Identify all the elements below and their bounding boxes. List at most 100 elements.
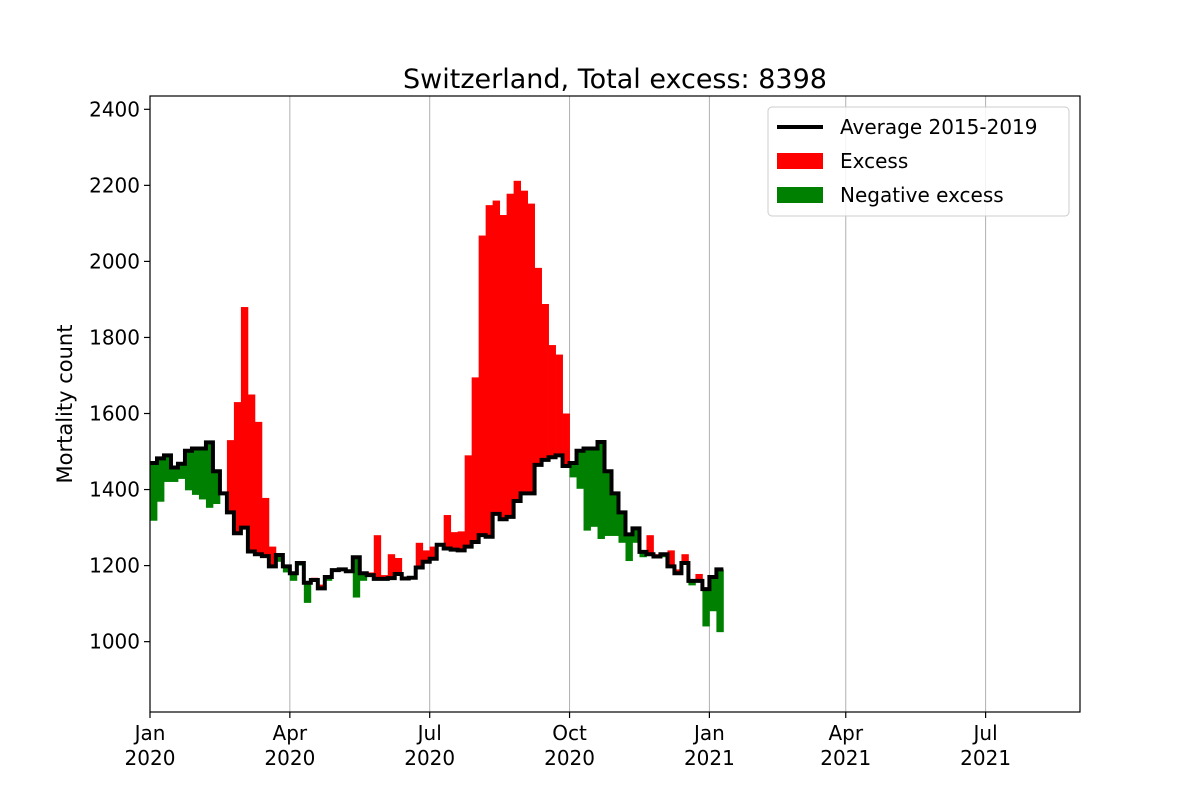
excess-bar [492, 200, 501, 514]
negative-excess-bar [639, 551, 647, 558]
x-tick-label-month: Jan [133, 721, 166, 745]
excess-bar [464, 455, 473, 547]
excess-bar [681, 554, 689, 563]
x-tick-label-month: Jul [416, 721, 442, 745]
legend-label: Excess [840, 149, 908, 173]
y-tick-label: 1400 [89, 478, 140, 502]
excess-bar [506, 193, 515, 517]
excess-bar [527, 203, 535, 494]
negative-excess-bar [163, 455, 172, 482]
negative-excess-bar [590, 448, 598, 527]
plot-frame [149, 95, 1081, 713]
y-axis-label: Mortality count [53, 325, 77, 484]
excess-bar [457, 531, 466, 551]
x-tick-label-month: Apr [273, 721, 308, 745]
y-tick-label: 2400 [89, 97, 140, 121]
y-tick-label: 1000 [89, 630, 140, 654]
excess-bar [548, 345, 556, 458]
x-tick-label-month: Apr [828, 721, 863, 745]
x-tick-label-month: Oct [552, 721, 587, 745]
y-tick-label: 1800 [89, 325, 140, 349]
negative-excess-bar [716, 569, 724, 633]
excess-bar [513, 180, 522, 501]
excess-bar [499, 215, 508, 520]
negative-excess-bar [303, 582, 312, 603]
excess-bar [450, 532, 459, 550]
excess-bar [373, 535, 382, 579]
excess-bar [247, 394, 256, 552]
negative-excess-bar [569, 462, 577, 478]
excess-bar [667, 550, 675, 567]
x-tick-label-year: 2021 [684, 746, 735, 770]
excess-bar [240, 307, 249, 528]
excess-bar [695, 573, 703, 581]
legend: Average 2015-2019 Excess Negative excess [767, 106, 1070, 217]
x-tick-label-year: 2020 [404, 746, 455, 770]
y-tick-label: 2200 [89, 173, 140, 197]
chart-title: Switzerland, Total excess: 8398 [403, 64, 827, 95]
excess-bar [555, 354, 563, 456]
excess-bar [422, 550, 431, 562]
negative-excess-bar [688, 580, 696, 586]
x-axis: Jan2020Apr2020Jul2020Oct2020Jan2021Apr20… [125, 712, 1011, 770]
excess-bar [646, 535, 654, 555]
negative-excess-bar [150, 462, 158, 521]
negative-excess-bar [702, 589, 710, 627]
excess-bar [268, 546, 277, 567]
legend-label: Negative excess [840, 183, 1004, 207]
excess-bar [520, 190, 528, 494]
excess-bar [429, 546, 438, 559]
excess-bar [478, 235, 487, 536]
excess-bar [254, 421, 263, 555]
excess-areas [150, 180, 724, 633]
negative-excess-bar [191, 448, 200, 495]
average-line [150, 440, 724, 592]
excess-bar [226, 440, 235, 513]
legend-patch-swatch [777, 153, 823, 169]
y-axis: 1000 1200 1400 1600 1800 2000 2200 2400 [89, 97, 150, 654]
excess-bar [261, 497, 270, 557]
negative-excess-bar [618, 512, 626, 543]
x-tick-label-year: 2021 [820, 746, 871, 770]
negative-excess-bar [625, 534, 633, 562]
negative-excess-bar [205, 442, 214, 508]
y-tick-label: 2000 [89, 249, 140, 273]
excess-bar [485, 205, 494, 537]
x-tick-label-month: Jan [692, 721, 725, 745]
excess-bar [534, 267, 542, 465]
excess-bar [394, 558, 403, 574]
excess-bar [415, 542, 424, 568]
legend-label: Average 2015-2019 [840, 115, 1038, 139]
negative-excess-bar [275, 554, 284, 562]
legend-patch-swatch [777, 187, 823, 203]
negative-excess-bar [212, 471, 221, 505]
excess-bar [541, 303, 549, 460]
x-tick-label-year: 2020 [125, 746, 176, 770]
negative-excess-bar [583, 448, 591, 531]
negative-excess-bar [352, 557, 361, 598]
y-tick-label: 1200 [89, 554, 140, 578]
negative-excess-bar [604, 471, 612, 536]
excess-bar [562, 413, 570, 466]
excess-bar [233, 402, 242, 534]
negative-excess-bar [709, 577, 717, 612]
excess-bar [443, 515, 452, 549]
x-tick-label-year: 2020 [544, 746, 595, 770]
negative-excess-bar [198, 448, 207, 500]
negative-excess-bar [156, 458, 165, 502]
negative-excess-bar [177, 463, 186, 479]
x-tick-label-month: Jul [972, 721, 998, 745]
negative-excess-bar [359, 573, 368, 581]
negative-excess-bar [170, 467, 179, 482]
excess-bar [387, 554, 396, 579]
negative-excess-bar [184, 450, 193, 491]
excess-bar [471, 377, 480, 543]
negative-excess-bar [289, 573, 298, 581]
x-tick-label-year: 2021 [960, 746, 1011, 770]
x-tick-label-year: 2020 [264, 746, 315, 770]
negative-excess-bar [597, 442, 605, 539]
negative-excess-bar [282, 566, 291, 573]
negative-excess-bar [611, 493, 619, 536]
y-tick-label: 1600 [89, 402, 140, 426]
